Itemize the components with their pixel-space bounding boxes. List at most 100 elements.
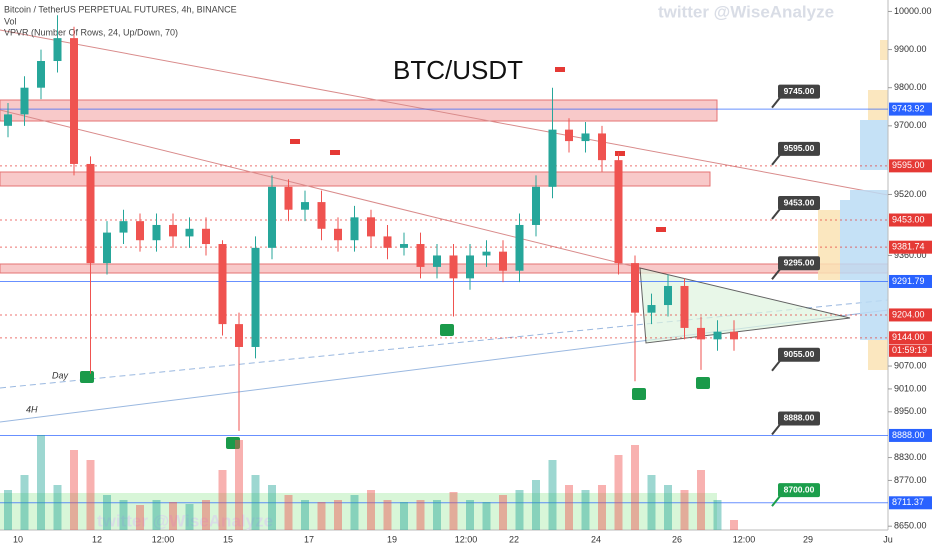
callout-label: 8700.00 xyxy=(784,484,815,494)
volume-bar xyxy=(383,500,392,530)
annotation: Day xyxy=(52,370,69,380)
volume-bar xyxy=(235,440,243,530)
volume-bar xyxy=(86,460,95,530)
volume-bar xyxy=(301,500,309,530)
candle-body xyxy=(680,285,689,328)
volume-bar xyxy=(202,500,210,530)
volume-bar xyxy=(4,490,12,530)
volume-bar xyxy=(565,485,573,530)
volume-bar xyxy=(713,500,722,530)
price-label-bg xyxy=(889,428,932,442)
candle-body xyxy=(664,285,672,306)
zone xyxy=(0,263,889,274)
candle-body xyxy=(367,217,375,237)
volume-bar xyxy=(185,504,194,530)
zone xyxy=(0,171,711,187)
callout-bg xyxy=(778,256,820,271)
y-tick-label: 8950.00 xyxy=(894,406,927,416)
candle-body xyxy=(301,202,309,210)
candle-body xyxy=(169,224,177,237)
price-label: 9453.00 xyxy=(892,214,925,224)
candle-body xyxy=(218,244,227,325)
price-label-bg xyxy=(889,274,932,288)
candle-body xyxy=(86,163,95,264)
volume-bar xyxy=(20,475,29,530)
candle-body xyxy=(499,251,507,271)
candle-body xyxy=(598,133,606,161)
callout-pointer xyxy=(771,360,781,372)
candle-body xyxy=(532,186,540,225)
candle-body xyxy=(433,255,441,267)
candle-body xyxy=(152,224,161,241)
callout-label: 9055.00 xyxy=(784,349,815,359)
y-tick-label: 8650.00 xyxy=(894,521,927,531)
zone xyxy=(0,99,718,122)
candle-body xyxy=(317,202,326,229)
volume-bar xyxy=(334,500,342,530)
callout-bg xyxy=(778,141,820,156)
volume-bar xyxy=(53,485,62,530)
candle-body xyxy=(202,228,210,245)
price-label: 9381.74 xyxy=(892,242,925,252)
x-tick-label: 17 xyxy=(304,534,314,544)
volume-bar xyxy=(268,485,276,530)
vpvr xyxy=(818,40,888,370)
volume-bar xyxy=(350,495,359,530)
triangle xyxy=(639,267,851,344)
volume-bar xyxy=(466,500,474,530)
x-tick-label: Ju xyxy=(883,534,893,544)
candle-body xyxy=(20,87,29,115)
candle-body xyxy=(103,232,111,264)
callout-pointer xyxy=(771,268,781,280)
header: Bitcoin / TetherUS PERPETUAL FUTURES, 4h… xyxy=(4,4,237,14)
candle-body xyxy=(713,331,722,340)
countdown-bg xyxy=(889,344,932,357)
annotation: 4H xyxy=(26,404,38,414)
price-label: 9144.00 xyxy=(892,332,925,342)
candle-body xyxy=(515,224,524,271)
candle-body xyxy=(53,38,62,62)
x-tick-label: 10 xyxy=(13,534,23,544)
volume-bar xyxy=(680,490,689,530)
volume-bar xyxy=(548,460,557,530)
hammers xyxy=(290,67,666,232)
y-tick-label: 9520.00 xyxy=(894,189,927,199)
candle-body xyxy=(565,129,573,142)
price-label-bg xyxy=(889,331,932,345)
callout-bg xyxy=(778,347,820,362)
volume-bar xyxy=(284,495,293,530)
candle-body xyxy=(581,133,590,142)
candle-body xyxy=(548,129,557,187)
volume-bar xyxy=(400,502,408,530)
candle-body xyxy=(614,160,623,264)
chart-title: BTC/USDT xyxy=(393,55,523,85)
candle-body xyxy=(37,61,45,88)
candle-body xyxy=(136,221,144,241)
volume-bar xyxy=(664,485,672,530)
volume-bar xyxy=(532,480,540,530)
x-tick-label: 22 xyxy=(509,534,519,544)
y-tick-label: 10000.00 xyxy=(894,6,932,16)
volume-bar xyxy=(730,520,738,530)
price-label-bg xyxy=(889,496,932,510)
indicator: Vol xyxy=(4,16,17,26)
price-label: 9743.92 xyxy=(892,103,925,113)
callout-label: 9453.00 xyxy=(784,197,815,207)
candle-body xyxy=(119,221,128,233)
volume-bar xyxy=(367,490,375,530)
x-tick-label: 24 xyxy=(591,534,601,544)
y-tick-label: 9070.00 xyxy=(894,360,927,370)
trendline xyxy=(0,109,641,269)
indicator: VPVR (Number Of Rows, 24, Up/Down, 70) xyxy=(4,27,178,37)
callout-label: 9295.00 xyxy=(784,258,815,268)
callout-pointer xyxy=(771,154,781,166)
callout-pointer xyxy=(771,97,781,109)
y-tick-label: 9010.00 xyxy=(894,383,927,393)
candle-body xyxy=(334,228,342,241)
volume-bar xyxy=(449,492,458,530)
candle-body xyxy=(697,327,705,340)
callout-bg xyxy=(778,483,820,498)
callout-pointer xyxy=(771,495,781,507)
x-tick-label: 12:00 xyxy=(455,534,478,544)
